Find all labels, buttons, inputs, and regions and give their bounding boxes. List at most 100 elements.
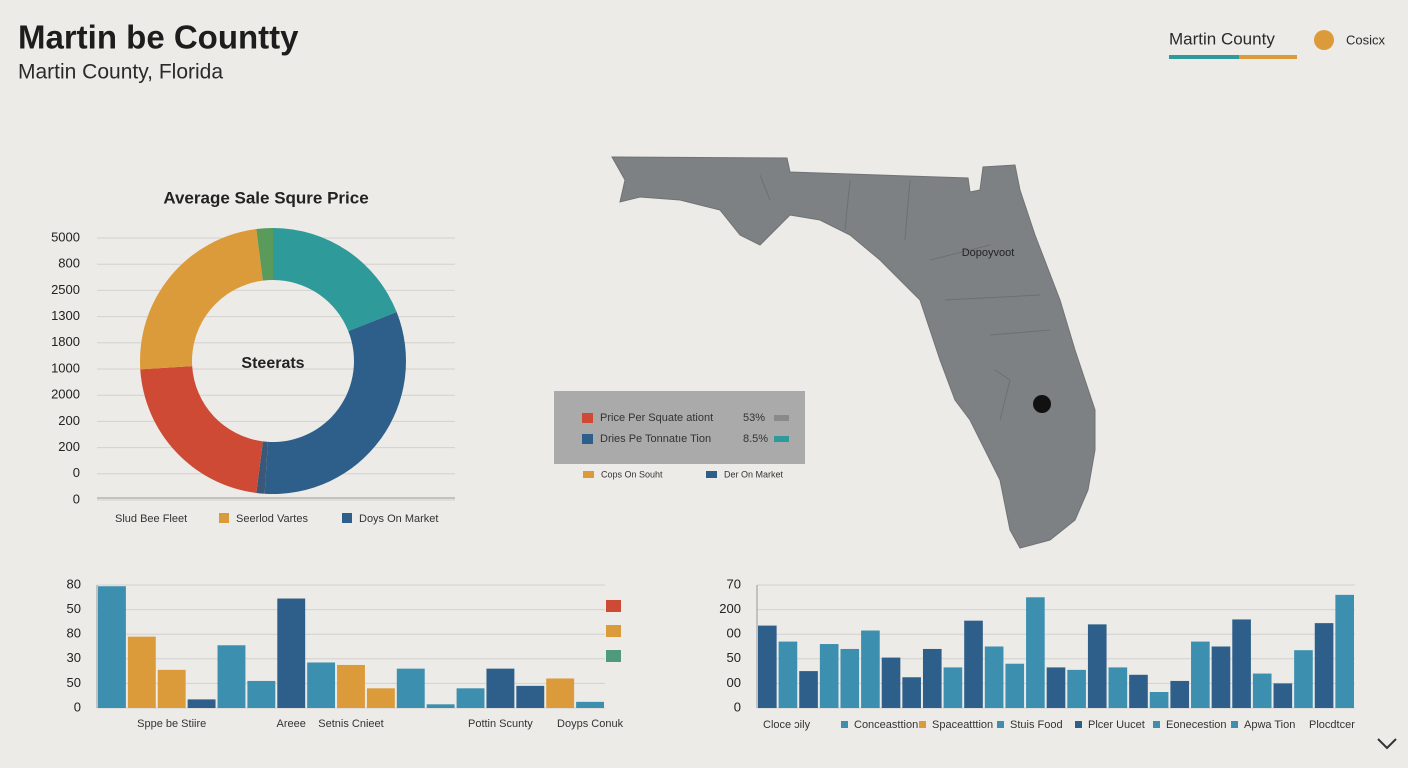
- bar: [1170, 680, 1190, 708]
- legend-swatch: [342, 513, 352, 523]
- bar: [187, 699, 216, 708]
- bar: [1314, 623, 1334, 708]
- legend-value: 53%: [743, 412, 765, 424]
- bar: [984, 646, 1004, 708]
- legend-label: Plocdtcer: [1309, 719, 1355, 731]
- y-tick-label: 00: [727, 675, 741, 690]
- y-tick-label: 70: [727, 576, 741, 591]
- bar: [546, 678, 575, 708]
- bar: [758, 625, 777, 708]
- bar: [1087, 624, 1107, 708]
- page-subtitle: Martin County, Florida: [18, 61, 223, 84]
- bar: [799, 671, 818, 708]
- legend-label: Plcer Uucet: [1088, 719, 1145, 731]
- y-tick-label: 200: [58, 413, 80, 428]
- underline: [1169, 55, 1239, 59]
- county-borders: [759, 174, 1051, 421]
- bar: [516, 685, 545, 708]
- bar: [1149, 692, 1169, 708]
- legend-swatch: [582, 413, 593, 423]
- bar: [426, 704, 455, 708]
- donut-center-label: Steerats: [241, 355, 304, 372]
- legend-dot: [1314, 30, 1334, 50]
- legend-swatch: [606, 600, 621, 612]
- bar: [1273, 683, 1293, 708]
- bar: [1005, 663, 1025, 708]
- donut-segment: [273, 228, 397, 332]
- y-tick-label: 30: [67, 650, 81, 665]
- legend-swatch: [841, 721, 848, 728]
- y-tick-label: 0: [734, 699, 741, 714]
- bar: [922, 648, 942, 708]
- bar: [1026, 597, 1045, 708]
- y-tick-label: 2000: [51, 387, 80, 402]
- donut-segment: [140, 366, 263, 493]
- bar: [247, 680, 276, 708]
- top-legend-item: Cosicx: [1346, 32, 1386, 47]
- y-tick-label: 200: [58, 439, 80, 454]
- legend-label: Stuis Food: [1010, 719, 1063, 731]
- legend-label: Conceasttion: [854, 719, 918, 731]
- info-box: [554, 391, 805, 464]
- y-tick-label: 1000: [51, 360, 80, 375]
- x-tick-label: Doyps Conuk: [557, 718, 624, 730]
- x-tick-label: Areee: [277, 718, 306, 730]
- donut-segment: [256, 441, 268, 494]
- donut-segment: [256, 228, 273, 281]
- bar: [840, 648, 860, 708]
- y-tick-label: 80: [67, 626, 81, 641]
- legend-swatch: [606, 650, 621, 662]
- bar: [1232, 619, 1251, 708]
- y-tick-label: 2500: [51, 282, 80, 297]
- donut-segment: [264, 312, 407, 494]
- florida-map: [611, 156, 1096, 549]
- chevron: [1377, 738, 1397, 750]
- bar: [127, 636, 156, 708]
- legend-swatch: [606, 625, 621, 637]
- underline: [1239, 55, 1297, 59]
- legend-label: Slud Bee Fleet: [115, 513, 187, 525]
- bar: [1067, 669, 1086, 708]
- bar: [1335, 594, 1354, 708]
- legend-swatch: [1153, 721, 1160, 728]
- legend-swatch: [583, 471, 594, 478]
- bar: [486, 668, 515, 708]
- y-tick-label: 50: [67, 601, 81, 616]
- bar: [943, 667, 963, 708]
- bar: [1108, 667, 1128, 708]
- bar: [217, 645, 246, 708]
- y-tick-label: 50: [727, 650, 741, 665]
- legend-swatch: [1231, 721, 1238, 728]
- legend-label: Cloce ɔily: [763, 719, 811, 731]
- bar: [307, 662, 336, 708]
- bar: [157, 669, 186, 708]
- chart-title: Average Sale Squre Price: [163, 188, 368, 207]
- bar: [98, 586, 126, 708]
- bar: [964, 620, 983, 708]
- bar: [1129, 674, 1148, 708]
- y-tick-label: 200: [719, 601, 741, 616]
- page-title: Martin be Countty: [18, 19, 299, 56]
- bar: [1211, 646, 1231, 708]
- legend-value: 8.5%: [743, 433, 768, 445]
- bar: [1191, 641, 1210, 708]
- legend-label: Seerlod Vartes: [236, 513, 308, 525]
- x-tick-label: Pottin Scunty: [468, 718, 533, 730]
- top-legend-label: Martin County: [1169, 29, 1275, 48]
- bar: [337, 664, 365, 708]
- legend-bar: [774, 415, 789, 421]
- legend-label: Doys On Market: [359, 513, 438, 525]
- legend-swatch: [582, 434, 593, 444]
- legend-label: Spaceatttion: [932, 719, 993, 731]
- legend-swatch: [919, 721, 926, 728]
- legend-label: Dries Pe Tonnatıe Tion: [600, 433, 711, 445]
- y-tick-label: 00: [727, 626, 741, 641]
- y-tick-label: 0: [73, 491, 80, 506]
- bar: [396, 668, 425, 708]
- bar: [861, 630, 880, 708]
- bar: [576, 701, 604, 708]
- bar: [1046, 667, 1066, 708]
- legend-label: Der On Market: [724, 469, 784, 479]
